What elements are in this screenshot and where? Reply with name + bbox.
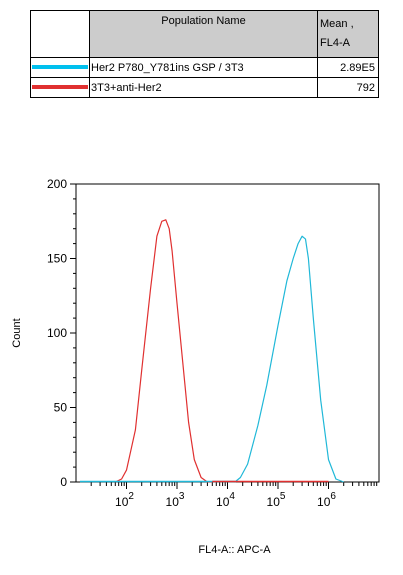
x-axis-label: FL4-A:: APC-A xyxy=(198,544,271,556)
legend-name: 3T3+anti-Her2 xyxy=(91,81,162,94)
legend-swatch xyxy=(32,65,88,69)
population-name-header-text: Population Name xyxy=(161,15,246,27)
x-tick-label: 106 xyxy=(317,491,336,509)
series-layer xyxy=(80,219,344,483)
y-tick-label: 0 xyxy=(60,475,67,489)
y-tick-label: 100 xyxy=(47,326,67,340)
legend-mean: 2.89E5 xyxy=(340,61,375,74)
legend-table: Population Name Mean , FL4-A Her2 P780_Y… xyxy=(30,10,379,98)
legend-header-blank xyxy=(30,10,90,58)
legend-header-row: Population Name Mean , FL4-A xyxy=(30,10,379,58)
mean-header: Mean , FL4-A xyxy=(317,10,379,58)
legend-name: Her2 P780_Y781ins GSP / 3T3 xyxy=(91,61,244,74)
x-tick-label: 102 xyxy=(115,491,134,509)
legend-row: 3T3+anti-Her2 792 xyxy=(30,77,379,98)
x-tick-label: 105 xyxy=(267,491,286,509)
y-tick-label: 200 xyxy=(47,177,67,191)
series-line xyxy=(115,219,213,483)
legend-name-cell: Her2 P780_Y781ins GSP / 3T3 xyxy=(89,57,318,78)
legend-mean: 792 xyxy=(356,81,375,94)
legend-mean-cell: 2.89E5 xyxy=(317,57,379,78)
mean-header-text: Mean , FL4-A xyxy=(320,18,354,49)
y-tick-label: 150 xyxy=(47,252,67,266)
population-name-header: Population Name xyxy=(89,10,318,58)
y-axis-label: Count xyxy=(11,318,23,347)
legend-swatch-cell xyxy=(30,57,90,78)
legend-name-cell: 3T3+anti-Her2 xyxy=(89,77,318,98)
legend-swatch-cell xyxy=(30,77,90,98)
series-line xyxy=(234,235,344,483)
legend-row: Her2 P780_Y781ins GSP / 3T3 2.89E5 xyxy=(30,57,379,78)
legend-swatch xyxy=(32,85,88,89)
axis-ticks xyxy=(70,183,378,489)
plot-frame xyxy=(75,183,380,483)
y-tick-label: 50 xyxy=(54,401,68,415)
legend-mean-cell: 792 xyxy=(317,77,379,98)
x-tick-label: 103 xyxy=(166,491,185,509)
x-tick-label: 104 xyxy=(216,491,235,509)
